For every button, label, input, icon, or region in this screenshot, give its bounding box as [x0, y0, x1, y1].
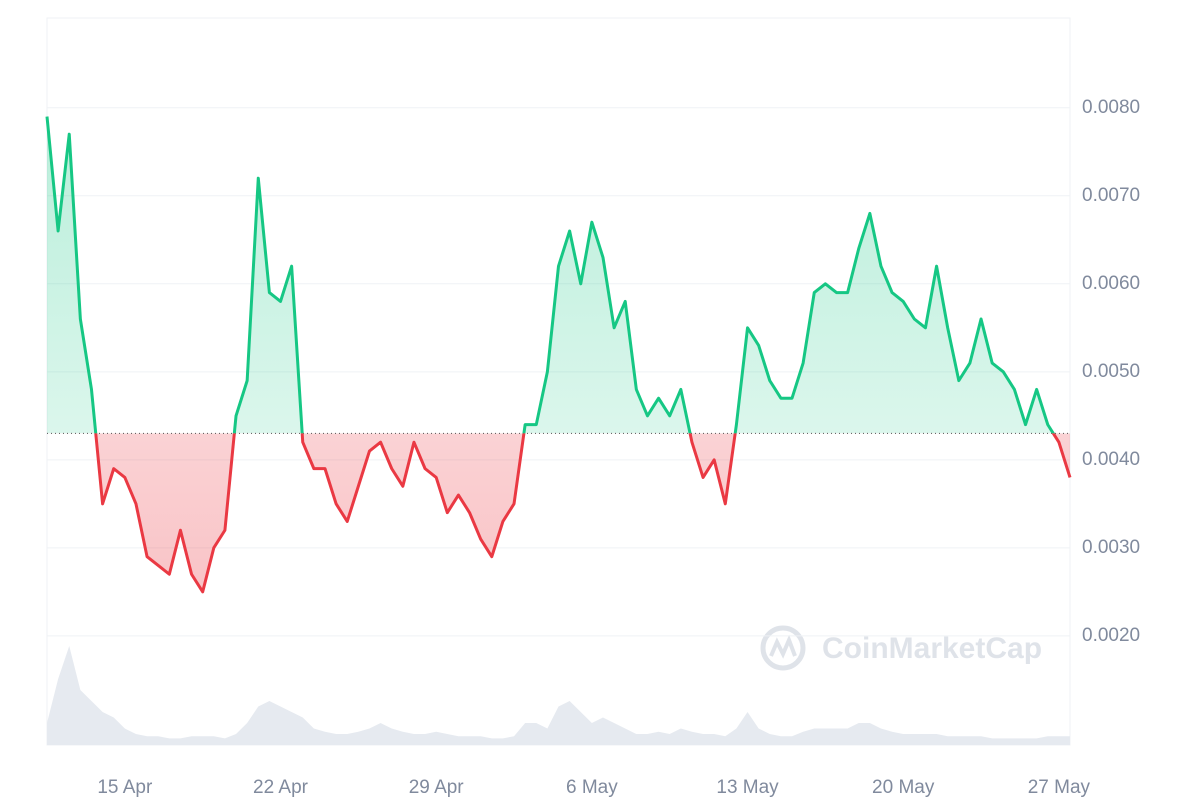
y-tick-label: 0.0020	[1082, 625, 1140, 646]
volume-area	[47, 646, 1070, 745]
y-tick-label: 0.0080	[1082, 97, 1140, 118]
price-line-up	[45, 116, 1056, 434]
watermark-text: CoinMarketCap	[822, 632, 1042, 665]
price-line-down	[94, 433, 1072, 594]
y-tick-label: 0.0060	[1082, 273, 1140, 294]
x-tick-label: 20 May	[872, 777, 935, 798]
x-tick-label: 29 Apr	[409, 777, 465, 798]
watermark: CoinMarketCap	[760, 625, 1042, 671]
x-tick-label: 6 May	[566, 777, 618, 798]
y-tick-label: 0.0050	[1082, 361, 1140, 382]
area-up	[47, 116, 1054, 434]
x-tick-label: 15 Apr	[97, 777, 153, 798]
x-tick-label: 22 Apr	[253, 777, 309, 798]
y-tick-label: 0.0040	[1082, 449, 1140, 470]
x-tick-label: 27 May	[1028, 777, 1091, 798]
x-tick-label: 13 May	[716, 777, 779, 798]
y-tick-label: 0.0070	[1082, 185, 1140, 206]
y-tick-label: 0.0030	[1082, 537, 1140, 558]
area-down	[47, 433, 1070, 592]
